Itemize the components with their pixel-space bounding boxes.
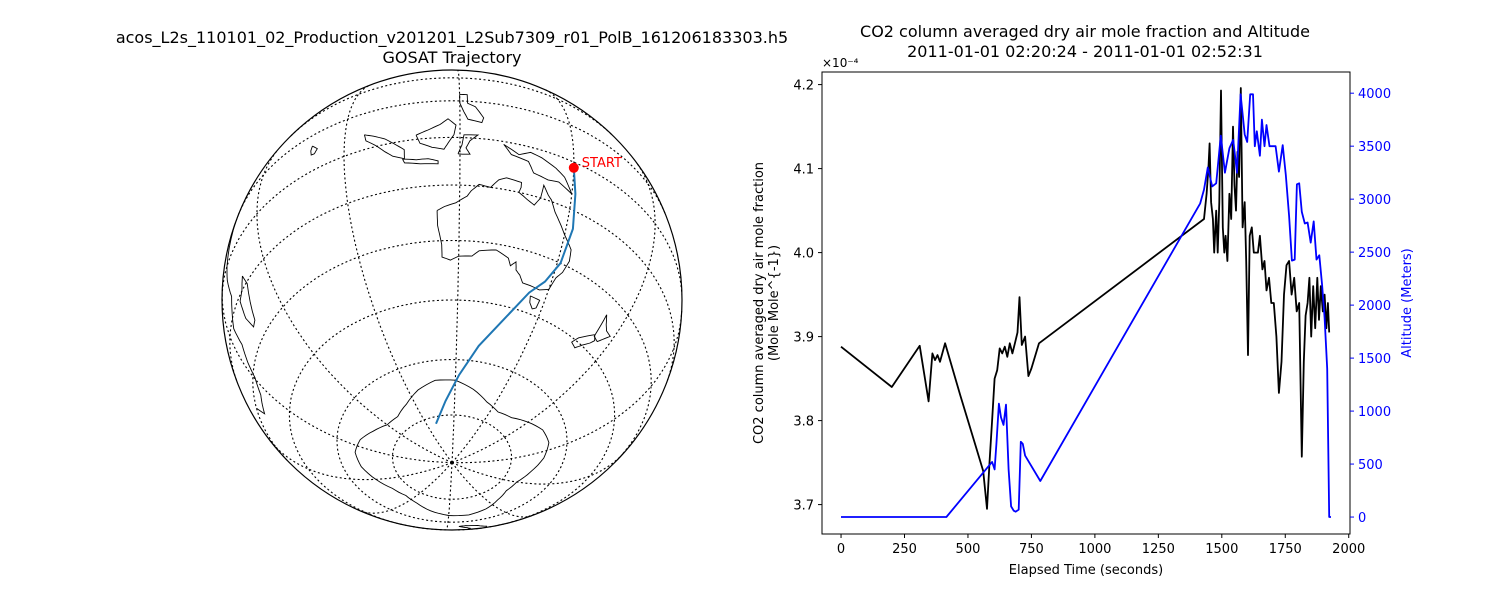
plot-frame (821, 71, 1351, 535)
globe-outline (221, 69, 683, 531)
x-tick-label: 1500 (1205, 542, 1238, 557)
map-subtitle: GOSAT Trajectory (382, 48, 521, 67)
map-coastlines (226, 93, 611, 531)
x-tick-label: 750 (1019, 542, 1044, 557)
meridian-line (343, 85, 453, 463)
y-axis-label: CO2 column averaged dry air mole fractio… (752, 162, 767, 444)
meridian-line (451, 89, 575, 463)
x-tick-label: 250 (892, 542, 917, 557)
y2-tick-label: 500 (1358, 458, 1383, 473)
meridian-line (451, 311, 683, 464)
meridian-line (451, 69, 461, 463)
y2-tick-label: 2500 (1358, 246, 1391, 261)
meridian-line (451, 452, 625, 485)
coastline (503, 144, 573, 195)
coastline (457, 134, 480, 155)
y-tick-label: 3.8 (793, 415, 814, 430)
parallel-line (391, 414, 513, 500)
start-label: START (582, 156, 622, 171)
start-marker (568, 162, 579, 173)
y-tick-label: 4.1 (793, 163, 814, 178)
x-axis: 0 250 500 750 1000 1250 1500 1750 2000 (837, 534, 1365, 557)
coastline (402, 158, 439, 165)
x-tick-label: 500 (956, 542, 981, 557)
y2-tick-label: 2000 (1358, 299, 1391, 314)
y2-tick-label: 3500 (1358, 140, 1391, 155)
y-tick-label: 3.9 (793, 331, 814, 346)
x-tick-label: 1250 (1142, 542, 1175, 557)
y-tick-label: 4.2 (793, 79, 814, 94)
y-axis-left: 3.7 3.8 3.9 4.0 4.1 4.2 (793, 79, 822, 514)
coastline (226, 214, 266, 415)
coastline (458, 524, 488, 531)
chart-subtitle: 2011-01-01 02:20:24 - 2011-01-01 02:52:3… (907, 42, 1263, 61)
y2-tick-label: 3000 (1358, 193, 1391, 208)
coastline (239, 275, 256, 328)
y-axis-label-units: (Mole Mole^{-1}) (767, 245, 782, 361)
coastline (415, 118, 457, 150)
line-chart-panel: CO2 column averaged dry air mole fractio… (752, 22, 1415, 578)
x-tick-label: 0 (837, 542, 845, 557)
parallel-line (290, 77, 614, 137)
parallel-line (229, 184, 675, 381)
y-tick-label: 3.7 (793, 499, 814, 514)
y2-axis-label: Altitude (Meters) (1400, 248, 1415, 358)
coastline (529, 295, 541, 310)
y-tick-label: 4.0 (793, 247, 814, 262)
coastline (436, 177, 572, 291)
meridian-line (451, 462, 533, 518)
coastline (310, 145, 318, 156)
y2-tick-label: 0 (1358, 511, 1366, 526)
y2-tick-label: 1000 (1358, 405, 1391, 420)
meridian-line (221, 294, 453, 464)
map-panel: acos_L2s_110101_02_Production_v201201_L2… (116, 28, 788, 531)
trajectory-line (435, 167, 577, 425)
parallel-line (221, 136, 683, 301)
y-axis-right: 0 500 1000 1500 2000 2500 3000 3500 4000 (1350, 87, 1391, 526)
parallel-line (237, 100, 667, 215)
meridian-line (361, 462, 453, 514)
x-tick-label: 1000 (1078, 542, 1111, 557)
meridian-line (451, 163, 656, 464)
coastline (354, 379, 550, 517)
x-tick-label: 1750 (1269, 542, 1302, 557)
y-multiplier: ×10⁻⁴ (822, 56, 859, 70)
coastline (571, 334, 596, 349)
coastline (363, 134, 405, 160)
coastline (593, 314, 611, 343)
parallel-line (252, 239, 652, 461)
co2-series-line (840, 87, 1331, 510)
altitude-series-line (841, 93, 1331, 518)
map-title: acos_L2s_110101_02_Production_v201201_L2… (116, 28, 788, 48)
meridian-line (256, 150, 453, 464)
x-tick-label: 2000 (1332, 542, 1365, 557)
meridian-line (269, 439, 453, 481)
y2-tick-label: 4000 (1358, 87, 1391, 102)
meridian-line (445, 462, 453, 531)
y2-tick-label: 1500 (1358, 352, 1391, 367)
coastline (459, 93, 485, 124)
x-axis-label: Elapsed Time (seconds) (1009, 563, 1163, 578)
map-graticule (221, 69, 683, 531)
chart-title: CO2 column averaged dry air mole fractio… (860, 22, 1310, 41)
chart-series (840, 87, 1331, 518)
parallel-line (336, 358, 568, 523)
